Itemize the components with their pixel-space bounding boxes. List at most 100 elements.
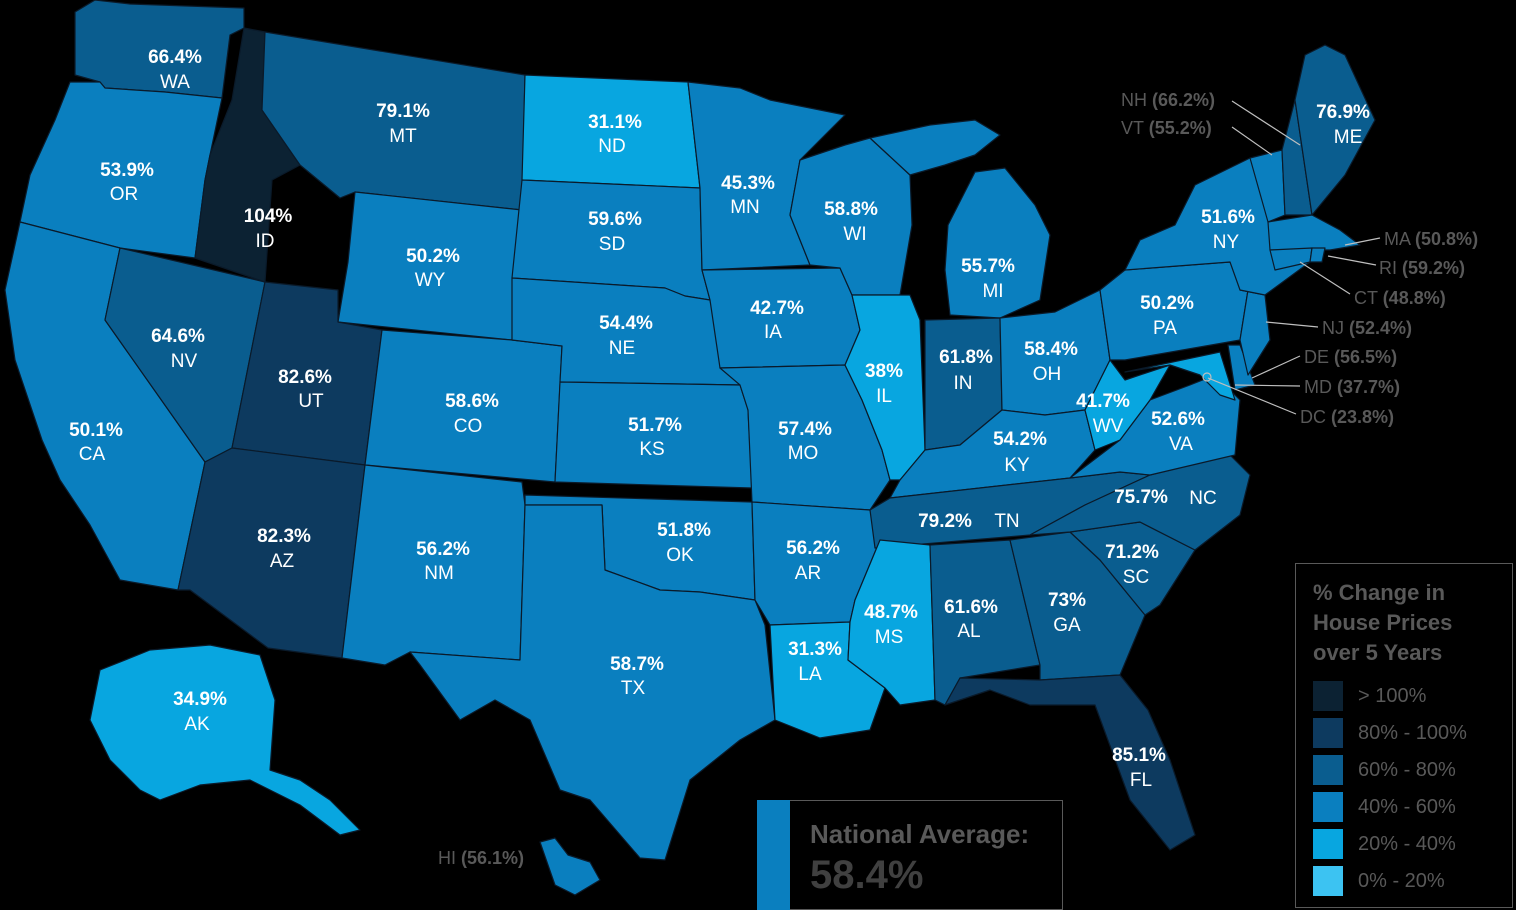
- svg-text:NE: NE: [609, 338, 635, 359]
- legend-label: 20% - 40%: [1358, 832, 1456, 855]
- state-FL[interactable]: [944, 674, 1196, 851]
- national-average-value: 58.4%: [810, 853, 924, 897]
- state-WA[interactable]: [74, 0, 245, 99]
- svg-text:104%: 104%: [244, 206, 293, 227]
- state-MI[interactable]: [944, 167, 1051, 319]
- svg-text:59.6%: 59.6%: [588, 209, 642, 230]
- state-label-NE: 54.4% NE: [599, 313, 653, 359]
- svg-text:41.7%: 41.7%: [1076, 391, 1130, 412]
- svg-text:ND: ND: [598, 136, 625, 157]
- svg-text:58.7%: 58.7%: [610, 654, 664, 675]
- svg-text:TX: TX: [621, 678, 646, 699]
- state-label-TN: 79.2% TN: [918, 511, 1020, 532]
- legend-swatch: [1313, 829, 1343, 859]
- state-IL[interactable]: [844, 294, 926, 481]
- state-MD[interactable]: [1124, 351, 1236, 401]
- svg-text:54.2%: 54.2%: [993, 429, 1047, 450]
- dc-marker: [1202, 372, 1212, 382]
- state-label-MO: 57.4% MO: [778, 419, 832, 464]
- state-label-SD: 59.6% SD: [588, 209, 642, 255]
- state-label-UT: 82.6% UT: [278, 367, 332, 412]
- svg-text:61.8%: 61.8%: [939, 347, 993, 368]
- state-RI[interactable]: [1309, 247, 1326, 263]
- state-label-NV: 64.6% NV: [151, 326, 205, 372]
- legend-item: 40% - 60%: [1313, 792, 1456, 822]
- svg-text:IN: IN: [954, 373, 973, 394]
- svg-text:LA: LA: [798, 664, 822, 685]
- svg-text:NM: NM: [424, 563, 454, 584]
- legend-swatch: [1313, 755, 1343, 785]
- svg-text:OR: OR: [110, 184, 139, 205]
- leader-VT: [1231, 126, 1273, 156]
- svg-text:AL: AL: [957, 621, 980, 642]
- state-label-WA: 66.4% WA: [148, 47, 202, 93]
- svg-text:GA: GA: [1053, 615, 1081, 636]
- state-label-NM: 56.2% NM: [416, 539, 470, 584]
- state-label-NY: 51.6% NY: [1201, 207, 1255, 253]
- state-label-AL: 61.6% AL: [944, 597, 998, 642]
- svg-text:PA: PA: [1153, 318, 1177, 339]
- svg-text:34.9%: 34.9%: [173, 689, 227, 710]
- ext-label-VT: VT (55.2%): [1121, 118, 1212, 138]
- legend-label: 60% - 80%: [1358, 758, 1456, 781]
- state-label-ID: 104% ID: [244, 206, 293, 252]
- ext-label-DC: DC (23.8%): [1300, 407, 1394, 427]
- svg-text:85.1%: 85.1%: [1112, 745, 1166, 766]
- svg-text:79.1%: 79.1%: [376, 101, 430, 122]
- state-WY[interactable]: [337, 191, 523, 341]
- state-label-MS: 48.7% MS: [864, 602, 918, 648]
- ext-label-NH: NH (66.2%): [1121, 90, 1215, 110]
- svg-text:50.2%: 50.2%: [406, 246, 460, 267]
- svg-text:31.3%: 31.3%: [788, 639, 842, 660]
- svg-text:64.6%: 64.6%: [151, 326, 205, 347]
- legend-swatch: [1313, 718, 1343, 748]
- legend-item: 20% - 40%: [1313, 829, 1456, 859]
- svg-text:MN: MN: [730, 197, 760, 218]
- state-label-ND: 31.1% ND: [588, 112, 642, 157]
- svg-text:MI: MI: [982, 281, 1003, 302]
- state-label-AR: 56.2% AR: [786, 538, 840, 584]
- state-TX[interactable]: [409, 504, 776, 861]
- state-ME[interactable]: [1294, 44, 1376, 216]
- svg-text:82.6%: 82.6%: [278, 367, 332, 388]
- svg-text:NC: NC: [1189, 488, 1216, 509]
- legend-label: 40% - 60%: [1358, 795, 1456, 818]
- legend-title-line: House Prices: [1313, 610, 1453, 635]
- state-label-NC: 75.7% NC: [1114, 487, 1217, 509]
- svg-text:58.4%: 58.4%: [1024, 339, 1078, 360]
- state-WV[interactable]: [1084, 359, 1171, 451]
- leader-MD: [1234, 384, 1301, 387]
- national-average-title: National Average:: [810, 819, 1030, 849]
- svg-text:51.6%: 51.6%: [1201, 207, 1255, 228]
- svg-text:75.7%: 75.7%: [1114, 487, 1168, 508]
- state-label-WY: 50.2% WY: [406, 246, 460, 291]
- svg-text:31.1%: 31.1%: [588, 112, 642, 133]
- svg-text:FL: FL: [1130, 770, 1152, 791]
- ext-label-DE: DE (56.5%): [1304, 347, 1397, 367]
- national-average-box: National Average: 58.4%: [757, 800, 1063, 910]
- svg-text:51.8%: 51.8%: [657, 520, 711, 541]
- svg-text:OH: OH: [1033, 364, 1062, 385]
- legend-label: 80% - 100%: [1358, 721, 1467, 744]
- svg-text:ME: ME: [1334, 127, 1363, 148]
- legend-swatch: [1313, 792, 1343, 822]
- svg-text:42.7%: 42.7%: [750, 298, 804, 319]
- svg-text:UT: UT: [298, 391, 324, 412]
- svg-text:SD: SD: [599, 234, 625, 255]
- state-AK[interactable]: [89, 644, 361, 836]
- svg-text:MS: MS: [875, 627, 904, 648]
- leader-NH: [1231, 100, 1301, 146]
- state-label-GA: 73% GA: [1048, 590, 1086, 636]
- state-label-CA: 50.1% CA: [69, 420, 123, 465]
- leader-DC: [1207, 377, 1297, 415]
- svg-text:73%: 73%: [1048, 590, 1086, 611]
- state-NC[interactable]: [1029, 454, 1251, 551]
- state-HI[interactable]: [539, 837, 601, 896]
- state-label-MT: 79.1% MT: [376, 101, 430, 147]
- ext-label-NJ: NJ (52.4%): [1322, 318, 1412, 338]
- legend-swatch: [1313, 866, 1343, 896]
- ext-label-RI: RI (59.2%): [1379, 258, 1465, 278]
- state-label-OR: 53.9% OR: [100, 160, 154, 205]
- svg-text:SC: SC: [1123, 567, 1149, 588]
